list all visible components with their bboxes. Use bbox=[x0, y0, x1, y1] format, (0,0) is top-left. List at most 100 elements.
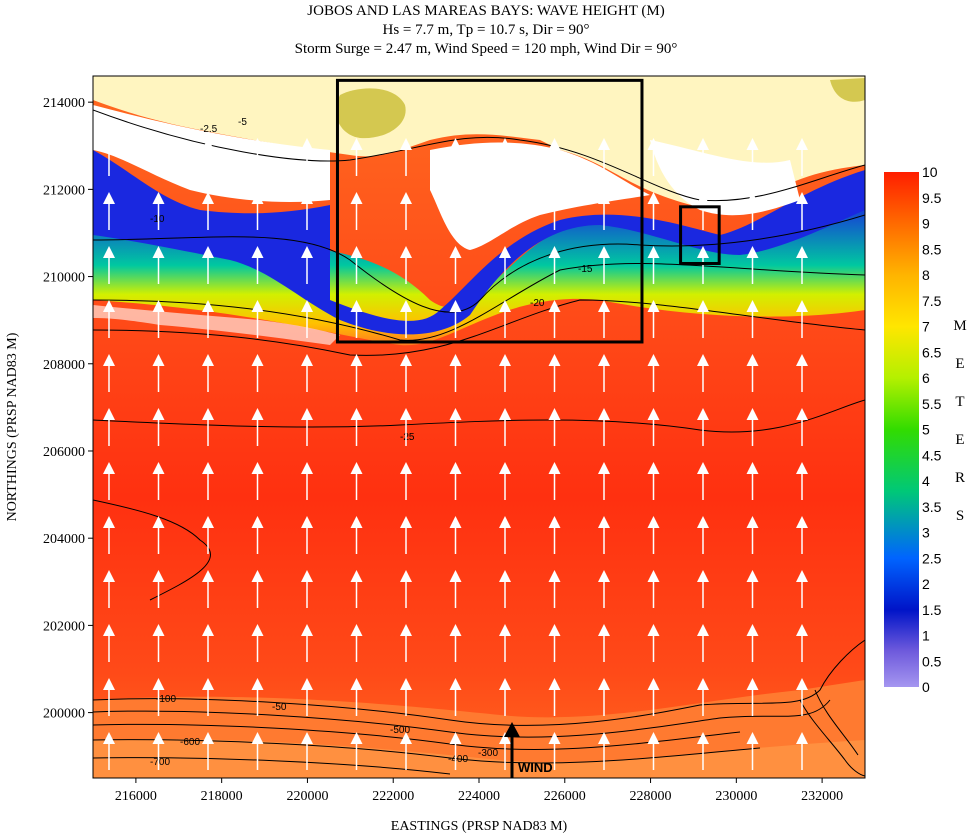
wave-arrow-icon bbox=[103, 246, 115, 258]
wave-arrow-icon bbox=[251, 246, 264, 258]
wave-arrow-icon bbox=[202, 192, 214, 204]
contour-label: -700 bbox=[150, 757, 170, 768]
wave-arrow-icon bbox=[697, 678, 709, 690]
wave-arrow-icon bbox=[796, 354, 808, 366]
contour-label: -10 bbox=[150, 214, 165, 225]
wave-arrow-icon bbox=[202, 732, 214, 744]
y-tick-label: 214000 bbox=[43, 96, 85, 111]
wave-arrow-icon bbox=[499, 462, 511, 474]
wave-arrow-icon bbox=[746, 138, 759, 150]
colorbar-unit-label: M E T E R S bbox=[953, 318, 966, 524]
wave-arrow-icon bbox=[449, 408, 462, 420]
contour-label: -400 bbox=[448, 754, 468, 765]
x-tick-label: 230000 bbox=[715, 789, 757, 804]
wave-arrow-icon bbox=[350, 354, 363, 366]
wave-arrow-icon bbox=[350, 570, 363, 582]
wave-arrow-icon bbox=[499, 678, 511, 690]
wave-arrow-icon bbox=[697, 138, 709, 150]
y-tick-label: 200000 bbox=[43, 707, 85, 722]
wave-arrow-icon bbox=[103, 678, 115, 690]
wave-arrow-icon bbox=[400, 570, 412, 582]
wave-arrow-icon bbox=[449, 192, 462, 204]
wave-arrow-icon bbox=[400, 300, 412, 312]
colorbar-tick-label: 3.5 bbox=[922, 499, 942, 515]
wave-arrow-icon bbox=[202, 354, 214, 366]
wave-arrow-icon bbox=[499, 624, 511, 636]
contour-line-canyon bbox=[799, 699, 865, 777]
shallow-bay-water bbox=[93, 150, 865, 335]
wave-arrow-icon bbox=[796, 246, 808, 258]
colorbar-tick-label: 7.5 bbox=[922, 293, 942, 309]
wave-arrow-icon bbox=[301, 246, 313, 258]
wave-arrow-icon bbox=[548, 300, 561, 312]
wave-arrow-icon bbox=[647, 300, 660, 312]
wave-arrow-icon bbox=[251, 354, 264, 366]
contour-line-25b bbox=[93, 499, 211, 601]
wave-arrow-icon bbox=[202, 678, 214, 690]
wave-arrow-icon bbox=[697, 462, 709, 474]
figure-title: JOBOS AND LAS MAREAS BAYS: WAVE HEIGHT (… bbox=[0, 2, 972, 59]
wave-arrow-icon bbox=[746, 408, 759, 420]
wave-arrow-icon bbox=[548, 732, 561, 744]
wave-arrow-icon bbox=[697, 246, 709, 258]
contour-line-100 bbox=[93, 699, 831, 738]
wave-arrow-icon bbox=[400, 516, 412, 528]
wave-arrow-icon bbox=[697, 408, 709, 420]
wave-arrow-icon bbox=[103, 516, 115, 528]
x-tick-label: 228000 bbox=[630, 789, 672, 804]
contour-line-20 bbox=[93, 299, 865, 356]
land-hill-east bbox=[830, 78, 865, 102]
colorbar-tick-label: 2 bbox=[922, 576, 930, 592]
wave-arrow-icon bbox=[400, 408, 412, 420]
wave-arrow-icon bbox=[301, 570, 313, 582]
wave-arrow-icon bbox=[449, 138, 462, 150]
wave-arrow-icon bbox=[350, 192, 363, 204]
wave-arrow-icon bbox=[400, 246, 412, 258]
zoom-box bbox=[679, 205, 721, 265]
wave-arrow-icon bbox=[499, 732, 511, 744]
colorbar-tick-label: 3 bbox=[922, 525, 930, 541]
wave-arrow-icon bbox=[251, 300, 264, 312]
unit-letter: E bbox=[955, 432, 964, 448]
wave-arrow-icon bbox=[499, 354, 511, 366]
wave-arrow-icon bbox=[449, 300, 462, 312]
contour-label: -100 bbox=[156, 694, 176, 705]
wave-arrow-icon bbox=[350, 408, 363, 420]
wave-arrow-icon bbox=[251, 408, 264, 420]
wave-arrow-icon bbox=[152, 246, 165, 258]
wave-arrow-icon bbox=[152, 300, 165, 312]
zoom-box bbox=[335, 78, 644, 344]
wave-arrow-icon bbox=[350, 678, 363, 690]
wave-arrow-icon bbox=[301, 516, 313, 528]
wave-arrow-icon bbox=[746, 624, 759, 636]
y-tick-label: 210000 bbox=[43, 271, 85, 286]
wave-arrow-icon bbox=[400, 462, 412, 474]
colorbar-tick-label: 1.5 bbox=[922, 602, 942, 618]
wave-arrow-icon bbox=[400, 678, 412, 690]
wave-arrow-icon bbox=[400, 192, 412, 204]
wave-arrow-icon bbox=[548, 192, 561, 204]
x-tick-label: 220000 bbox=[286, 789, 328, 804]
wave-arrow-icon bbox=[152, 354, 165, 366]
y-axis-title: NORTHINGS (PRSP NAD83 M) bbox=[5, 332, 20, 521]
colorbar-tick-label: 5.5 bbox=[922, 396, 942, 412]
colorbar-tick-label: 4 bbox=[922, 473, 930, 489]
title-line-2: Hs = 7.7 m, Tp = 10.7 s, Dir = 90° bbox=[382, 22, 590, 38]
wave-arrow-icon bbox=[598, 462, 610, 474]
unit-letter: E bbox=[955, 356, 964, 372]
wave-arrow-icon bbox=[697, 192, 709, 204]
colorbar-tick-label: 6.5 bbox=[922, 344, 942, 360]
contour-line-500 bbox=[93, 739, 761, 764]
colorbar-tick-label: 4.5 bbox=[922, 447, 942, 463]
wave-arrow-icon bbox=[103, 570, 115, 582]
wave-arrow-icon bbox=[251, 732, 264, 744]
wave-arrow-icon bbox=[647, 462, 660, 474]
wave-arrow-icon bbox=[251, 462, 264, 474]
wave-arrow-icon bbox=[647, 624, 660, 636]
wave-arrow-icon bbox=[548, 246, 561, 258]
x-axis-title: EASTINGS (PRSP NAD83 M) bbox=[391, 819, 568, 834]
wind-indicator: WIND bbox=[504, 722, 553, 778]
wave-arrow-icon bbox=[697, 624, 709, 636]
x-tick-label: 216000 bbox=[115, 789, 157, 804]
